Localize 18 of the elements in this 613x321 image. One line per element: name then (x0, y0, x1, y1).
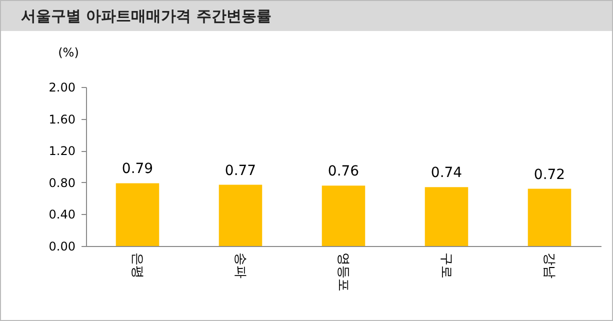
y-tick-label: 1.20 (48, 144, 76, 158)
data-label: 0.72 (534, 166, 566, 183)
chart-title: 서울구별 아파트매매가격 주간변동률 (21, 7, 272, 25)
data-label: 0.77 (224, 162, 256, 179)
x-tick-label: 강남 (542, 252, 556, 278)
y-tick-label: 1.60 (48, 112, 76, 126)
data-label: 0.79 (122, 161, 154, 178)
data-label: 0.74 (430, 165, 462, 182)
y-tick-label: 0.00 (48, 240, 76, 254)
x-tick-label: 영등포 (336, 252, 350, 292)
y-tick-label: 2.00 (48, 80, 76, 94)
y-tick-label: 0.40 (48, 208, 76, 222)
y-axis-title: (%) (58, 46, 79, 60)
x-tick-label: 은평 (130, 252, 144, 278)
x-tick-label: 송파 (232, 252, 248, 278)
data-label: 0.76 (328, 164, 360, 180)
x-tick-label: 구로 (438, 252, 454, 278)
y-tick-label: 0.80 (48, 176, 76, 190)
